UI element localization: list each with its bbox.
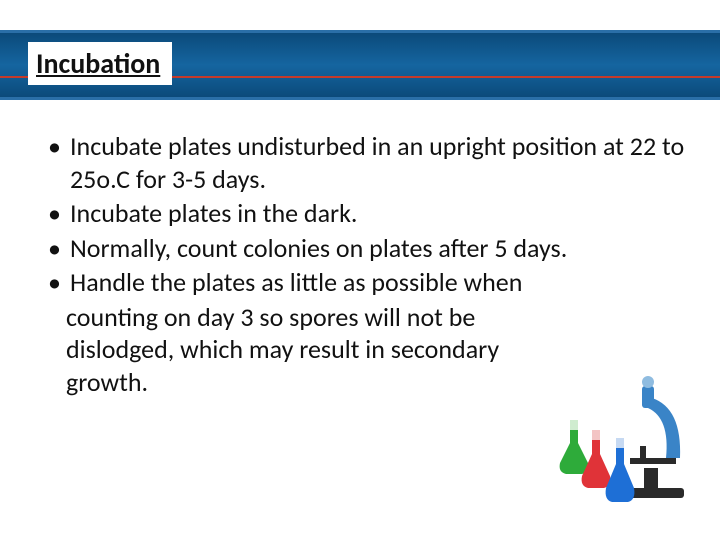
bullet-item: Normally, count colonies on plates after… xyxy=(42,232,690,265)
science-illustration xyxy=(552,368,702,518)
bullet-item: Handle the plates as little as possible … xyxy=(42,266,690,299)
continuation-line: dislodged, which may result in secondary xyxy=(42,333,690,366)
bullet-item: Incubate plates undisturbed in an uprigh… xyxy=(42,130,690,195)
slide-title: Incubation xyxy=(36,46,160,81)
bullet-item: Incubate plates in the dark. xyxy=(42,197,690,230)
bullet-list: Incubate plates undisturbed in an uprigh… xyxy=(42,130,690,299)
slide-body: Incubate plates undisturbed in an uprigh… xyxy=(42,130,690,398)
title-container: Incubation xyxy=(28,42,172,85)
continuation-line: counting on day 3 so spores will not be xyxy=(42,301,690,334)
